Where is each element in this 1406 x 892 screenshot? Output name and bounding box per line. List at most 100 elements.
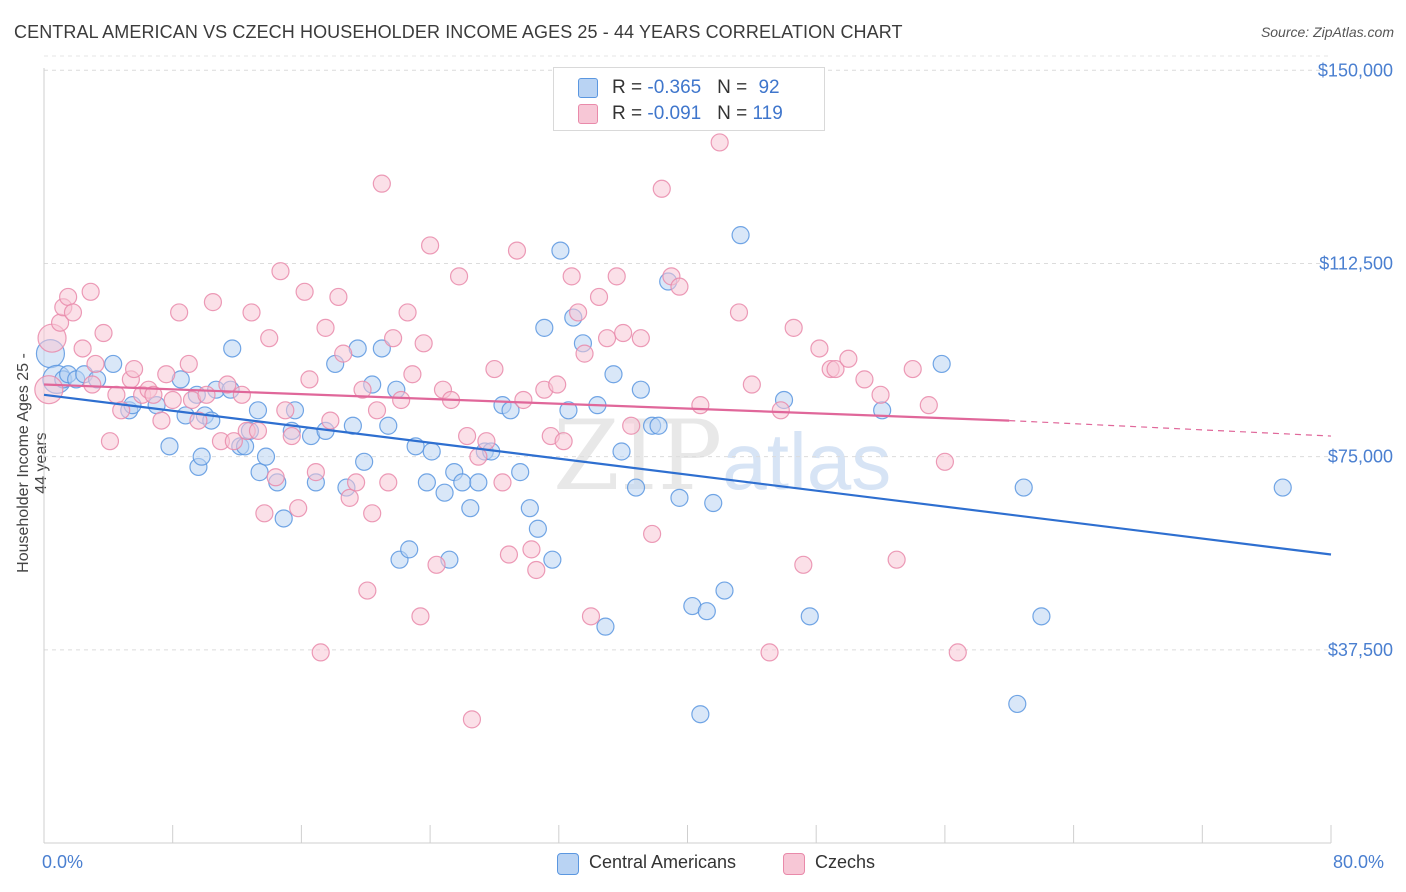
stats-text: R = -0.091 N = 119 (612, 103, 783, 125)
czech-point (522, 540, 541, 559)
y-tick-label: $75,000 (1328, 447, 1393, 467)
central-american-point (372, 339, 391, 358)
czech-point (562, 267, 581, 286)
legend-label-czechs: Czechs (815, 852, 876, 872)
r-value: -0.365 (647, 77, 702, 98)
central-american-point (704, 493, 723, 513)
czech-point (729, 303, 749, 322)
central-american-point (551, 241, 570, 260)
czech-trend-extension (1009, 419, 1332, 437)
czech-point (100, 432, 120, 451)
czech-point (311, 643, 330, 662)
czech-point (403, 365, 422, 384)
central-american-point (528, 519, 547, 538)
czech-point (152, 411, 171, 430)
czech-point (427, 555, 446, 574)
r-label: R = (612, 77, 648, 98)
czech-point (81, 282, 100, 301)
central-american-point (731, 226, 750, 245)
czech-trend-line (43, 383, 1010, 422)
central-american-point (596, 617, 615, 636)
czech-point (421, 236, 440, 255)
central-american-point (453, 473, 472, 492)
czech-point (398, 303, 417, 322)
central-american-point (355, 452, 374, 471)
czech-point (242, 303, 261, 322)
czech-point (34, 375, 64, 405)
central-american-point (248, 401, 268, 420)
czech-point (548, 375, 567, 394)
watermark-atlas: atlas (722, 417, 892, 506)
central-american-point (417, 473, 436, 492)
central-american-point (192, 447, 211, 466)
czech-point (63, 303, 83, 322)
czech-point (83, 375, 102, 394)
czech-point (784, 318, 803, 337)
czech-point (514, 390, 533, 410)
czech-point (157, 365, 176, 384)
czech-point (163, 390, 182, 410)
czech-point (948, 643, 967, 662)
czech-point (282, 426, 301, 446)
czech-point (826, 359, 845, 379)
n-label: N = (717, 103, 753, 124)
central-american-point (626, 478, 646, 497)
central-american-point (461, 499, 480, 518)
czech-point (248, 421, 268, 440)
central-american-point (422, 442, 441, 461)
n-value: 119 (752, 103, 783, 124)
czech-point (189, 411, 208, 430)
central-american-point (932, 354, 951, 374)
czech-point (321, 411, 340, 430)
central-american-point (535, 318, 554, 337)
central-american-point (715, 581, 734, 600)
czech-point (363, 504, 382, 523)
central-american-point (649, 416, 668, 435)
central-american-point (800, 607, 819, 626)
central-american-point (559, 401, 578, 420)
central-american-point (379, 416, 398, 435)
czech-point (485, 359, 504, 379)
czech-point (794, 555, 813, 574)
czech-point (607, 267, 626, 286)
n-label: N = (717, 77, 753, 98)
czech-point (462, 710, 482, 729)
czech-point (670, 277, 689, 296)
czech-point (358, 581, 377, 600)
czech-point (266, 468, 285, 487)
czech-point (411, 607, 430, 626)
czech-point (300, 370, 319, 389)
czech-point (255, 504, 274, 523)
central-american-point (697, 602, 716, 621)
czech-point (353, 380, 372, 399)
central-american-point (1008, 694, 1027, 714)
czech-point (903, 359, 922, 379)
y-tick-label: $37,500 (1328, 640, 1393, 660)
central-american-point (543, 550, 562, 569)
central-american-point (223, 339, 242, 358)
czech-point (316, 318, 335, 337)
czech-point (59, 287, 78, 307)
czech-point (631, 329, 650, 348)
czech-point (94, 323, 113, 343)
czech-point (855, 370, 874, 389)
czech-point (643, 524, 662, 544)
stats-text: R = -0.365 N = 92 (612, 77, 780, 99)
central-american-point (691, 705, 710, 724)
czech-point (527, 560, 546, 580)
czech-point (652, 179, 671, 198)
czech-point (458, 426, 477, 446)
czech-point (306, 463, 325, 482)
czech-point (575, 344, 594, 363)
chart-title: CENTRAL AMERICAN VS CZECH HOUSEHOLDER IN… (14, 22, 903, 42)
central-american-point (469, 473, 488, 492)
central-american-point (511, 463, 530, 482)
czech-point (919, 396, 938, 415)
czech-point (597, 329, 617, 348)
czech-point (232, 385, 251, 404)
czech-point (276, 401, 295, 420)
czech-point (144, 385, 163, 404)
central-american-point (670, 488, 689, 507)
czech-point (218, 375, 237, 394)
